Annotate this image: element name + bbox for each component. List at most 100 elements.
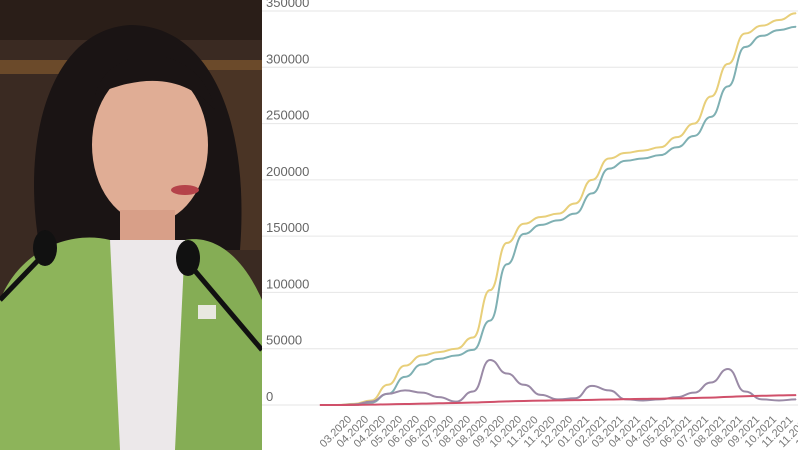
point-active [472,390,474,392]
point-deaths [795,394,797,396]
point-active [489,359,491,361]
speaker-photo [0,0,262,450]
point-total [693,123,695,125]
point-total [625,152,627,154]
point-active [591,385,593,387]
point-active [455,401,457,403]
point-active [608,389,610,391]
point-total [455,348,457,350]
point-deaths [693,397,695,399]
point-deaths [438,402,440,404]
point-recovered [523,233,525,235]
y-tick-label: 150000 [266,220,309,235]
point-deaths [353,404,355,406]
y-tick-label: 300000 [266,51,309,66]
point-recovered [727,85,729,87]
point-recovered [642,157,644,159]
point-total [472,336,474,338]
point-total [438,351,440,353]
point-deaths [421,403,423,405]
point-recovered [404,376,406,378]
covid-line-chart: 0 50000 100000 150000 200000 250000 300000 3500… [262,0,798,450]
point-recovered [591,192,593,194]
point-active [727,368,729,370]
point-active [642,399,644,401]
point-recovered [659,154,661,156]
point-deaths [574,399,576,401]
point-deaths [710,397,712,399]
point-recovered [676,146,678,148]
point-total [659,146,661,148]
point-active [761,398,763,400]
y-tick-label: 50000 [266,333,302,348]
point-deaths [727,396,729,398]
series-line-total [320,12,797,406]
point-total [404,365,406,367]
point-deaths [608,398,610,400]
x-axis-ticks: 03.202004.202004.202005.202006.202006.20… [318,414,798,450]
point-deaths [387,403,389,405]
point-recovered [489,320,491,322]
point-recovered [761,35,763,37]
point-total [557,213,559,215]
point-total [676,136,678,138]
point-recovered [795,26,797,28]
point-recovered [438,358,440,360]
point-active [693,392,695,394]
point-deaths [642,398,644,400]
point-total [591,179,593,181]
point-deaths [489,401,491,403]
gridlines [262,10,798,406]
point-recovered [421,363,423,365]
point-deaths [336,404,338,406]
point-recovered [608,168,610,170]
point-deaths [472,402,474,404]
point-active [506,372,508,374]
point-deaths [761,395,763,397]
point-deaths [778,394,780,396]
y-axis-ticks: 0 50000 100000 150000 200000 250000 300000 3500… [266,0,309,404]
series-lines [319,12,797,406]
point-deaths [557,399,559,401]
point-total [387,384,389,386]
point-recovered [557,219,559,221]
point-deaths [523,400,525,402]
point-deaths [319,404,321,406]
point-recovered [540,224,542,226]
point-deaths [506,400,508,402]
point-total [523,223,525,225]
point-recovered [455,354,457,356]
point-active [744,390,746,392]
point-total [761,25,763,27]
point-deaths [744,395,746,397]
point-active [387,393,389,395]
point-deaths [370,404,372,406]
point-total [642,150,644,152]
point-total [727,63,729,65]
point-active [421,392,423,394]
point-recovered [744,46,746,48]
point-recovered [693,135,695,137]
point-active [404,389,406,391]
y-tick-label: 200000 [266,164,309,179]
point-deaths [540,400,542,402]
point-deaths [625,398,627,400]
point-active [574,397,576,399]
point-total [778,19,780,21]
point-active [540,394,542,396]
point-deaths [404,403,406,405]
point-total [744,33,746,35]
point-total [506,242,508,244]
point-active [438,396,440,398]
point-recovered [625,160,627,162]
point-total [489,289,491,291]
point-total [795,12,797,14]
y-tick-label: 250000 [266,108,309,123]
y-tick-label: 350000 [266,0,309,10]
point-active [523,384,525,386]
point-deaths [591,399,593,401]
y-tick-label: 100000 [266,276,309,291]
point-deaths [659,398,661,400]
point-total [574,202,576,204]
point-recovered [778,29,780,31]
